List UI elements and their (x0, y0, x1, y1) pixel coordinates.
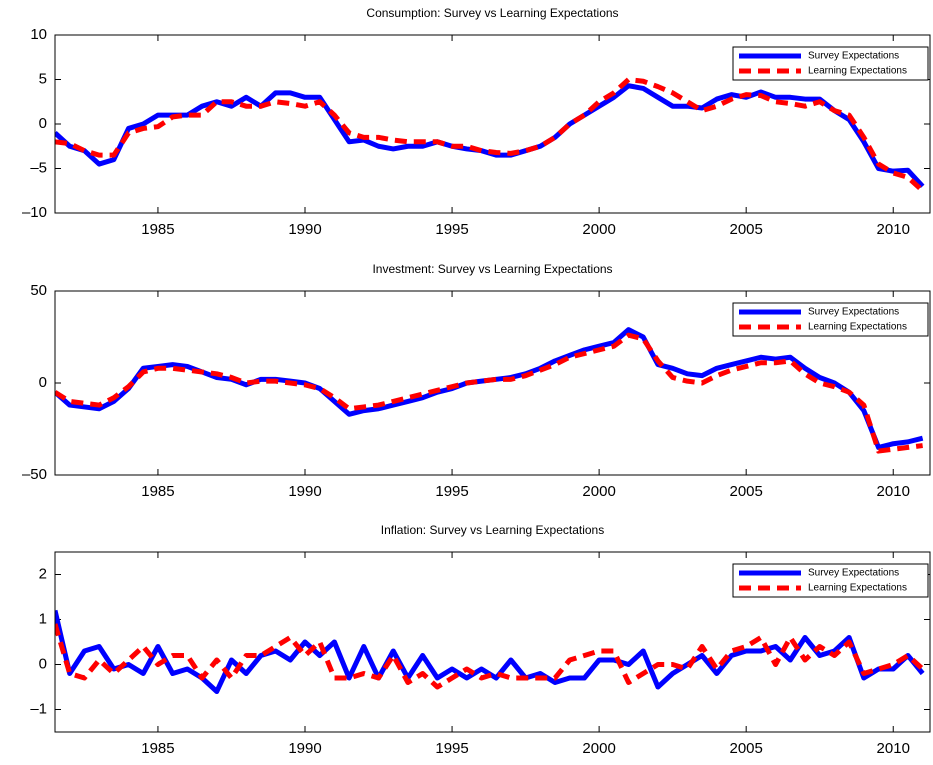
legend-label: Survey Expectations (808, 51, 899, 62)
y-tick-label: –5 (30, 159, 47, 176)
x-tick-label: 2010 (877, 483, 910, 500)
series-line (55, 332, 923, 454)
x-tick-label: 1990 (288, 740, 321, 757)
x-tick-label: 2010 (877, 740, 910, 757)
x-tick-label: 2010 (877, 221, 910, 238)
x-tick-label: 2005 (729, 740, 762, 757)
x-tick-label: 1995 (435, 740, 468, 757)
y-tick-label: –50 (22, 466, 47, 483)
series-line (55, 327, 924, 450)
y-tick-label: –10 (22, 204, 47, 221)
axes-box (54, 34, 931, 214)
y-tick-label: 1 (39, 610, 47, 627)
x-tick-label: 1995 (435, 483, 468, 500)
chart-title: Inflation: Survey vs Learning Expectatio… (381, 523, 604, 537)
axes-box (54, 551, 931, 733)
legend-label: Survey Expectations (808, 568, 899, 579)
series-line (55, 83, 925, 188)
x-tick-label: 2000 (582, 740, 615, 757)
x-tick-label: 2005 (729, 221, 762, 238)
series-line (55, 609, 925, 694)
series-line (55, 623, 925, 690)
y-tick-label: 5 (39, 70, 47, 87)
y-tick-label: 10 (30, 26, 47, 43)
legend-box (732, 563, 929, 598)
x-tick-label: 2005 (729, 483, 762, 500)
x-tick-label: 1990 (288, 483, 321, 500)
x-tick-label: 1985 (141, 483, 174, 500)
x-tick-label: 1985 (141, 221, 174, 238)
x-tick-label: 1985 (141, 740, 174, 757)
legend-label: Learning Expectations (808, 66, 907, 77)
chart-title: Investment: Survey vs Learning Expectati… (372, 262, 612, 276)
legend-label: Learning Expectations (808, 583, 907, 594)
legend-label: Learning Expectations (808, 322, 907, 333)
y-tick-label: 0 (39, 115, 47, 132)
x-tick-label: 1990 (288, 221, 321, 238)
legend-box (732, 302, 929, 337)
x-tick-label: 1995 (435, 221, 468, 238)
y-tick-label: 0 (39, 374, 47, 391)
legend-box (732, 46, 929, 81)
axes-box (54, 290, 931, 476)
y-tick-label: –1 (30, 700, 47, 717)
y-tick-label: 0 (39, 655, 47, 672)
y-tick-label: 2 (39, 565, 47, 582)
y-tick-label: 50 (30, 282, 47, 299)
x-tick-label: 2000 (582, 221, 615, 238)
series-line (55, 77, 925, 193)
chart-title: Consumption: Survey vs Learning Expectat… (366, 6, 618, 20)
legend-label: Survey Expectations (808, 307, 899, 318)
x-tick-label: 2000 (582, 483, 615, 500)
